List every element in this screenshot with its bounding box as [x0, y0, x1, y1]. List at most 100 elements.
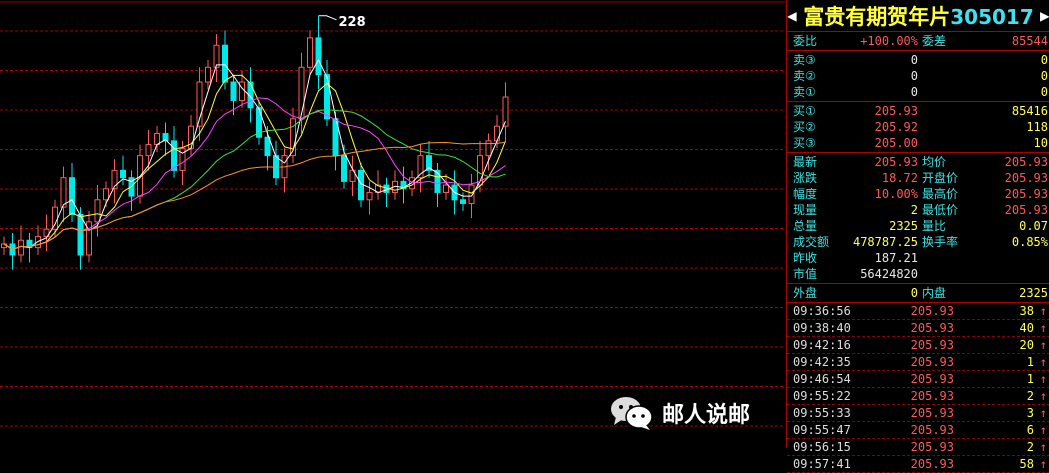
- moving-average-line: [3, 58, 506, 251]
- label: 开盘价: [922, 171, 959, 185]
- candle-body: [103, 188, 109, 201]
- tick-volume: 58: [1019, 457, 1034, 471]
- stat-row: 幅度 10.00% 最高价 205.93: [787, 186, 1049, 202]
- label: 成交额: [793, 235, 830, 249]
- value: 2: [910, 203, 918, 217]
- label: 涨跌: [793, 171, 818, 185]
- candle-body: [502, 96, 509, 127]
- candle-body: [111, 169, 118, 190]
- tick-row: 09:46:54 205.93 1 ↑: [787, 371, 1049, 388]
- peak-pointer: [318, 15, 337, 21]
- candle-body: [443, 184, 449, 193]
- up-arrow-icon: ↑: [1039, 457, 1047, 471]
- price: 205.00: [874, 136, 918, 150]
- tick-row: 09:55:47 205.93 6 ↑: [787, 422, 1049, 439]
- tick-time: 09:36:56: [793, 304, 851, 318]
- candle-body: [315, 37, 322, 76]
- candlestick-chart[interactable]: 228: [0, 0, 785, 448]
- candle-body: [69, 177, 75, 216]
- stat-row: 现量 2 最低价 205.93: [787, 202, 1049, 218]
- volume: 0: [1040, 85, 1048, 99]
- candle-body: [307, 37, 313, 68]
- volume: 0: [1040, 69, 1048, 83]
- moving-average-line: [3, 141, 506, 251]
- stat-row: 成交额 478787.25 换手率 0.85%: [787, 234, 1049, 250]
- tick-volume: 1: [1026, 372, 1034, 386]
- candle-body: [77, 214, 84, 256]
- value: +100.00%: [860, 34, 918, 48]
- volume: 0: [1040, 53, 1048, 67]
- up-arrow-icon: ↑: [1039, 304, 1047, 318]
- buy-row: 买② 205.92 118: [787, 119, 1049, 135]
- watermark: 邮人说邮: [610, 395, 750, 431]
- candle-body: [460, 199, 466, 204]
- moving-average-line: [3, 74, 506, 251]
- up-arrow-icon: ↑: [1039, 355, 1047, 369]
- candle-body: [426, 155, 432, 171]
- candle-body: [86, 221, 92, 256]
- stock-code: 305017: [950, 4, 1034, 29]
- tick-time: 09:42:16: [793, 338, 851, 352]
- value: 10.00%: [874, 187, 918, 201]
- value: 0.85%: [1011, 235, 1048, 249]
- price: 0: [910, 85, 918, 99]
- tick-volume: 20: [1019, 338, 1034, 352]
- candle-body: [171, 140, 177, 171]
- label: 换手率: [922, 235, 959, 249]
- up-arrow-icon: ↑: [1039, 321, 1047, 335]
- tick-time: 09:56:15: [793, 440, 851, 454]
- candle-body: [417, 155, 424, 179]
- tick-time: 09:57:41: [793, 457, 851, 471]
- sell-row: 卖① 0 0: [787, 84, 1049, 100]
- value: 0.07: [1019, 219, 1048, 233]
- volume: 10: [1033, 136, 1048, 150]
- candle-body: [477, 155, 483, 186]
- tick-price: 205.93: [910, 423, 954, 437]
- value: 2325: [889, 219, 918, 233]
- sell-row: 卖② 0 0: [787, 68, 1049, 84]
- tick-price: 205.93: [910, 406, 954, 420]
- candle-body: [145, 144, 152, 157]
- buy-row: 买① 205.93 85416: [787, 103, 1049, 119]
- candle-body: [341, 155, 347, 182]
- tick-price: 205.93: [910, 389, 954, 403]
- candle-body: [298, 66, 305, 120]
- label: 外盘: [793, 286, 818, 300]
- candle-body: [468, 184, 475, 204]
- quote-panel: ◀ 富贵有期贺年片305017 ▶ 委比 +100.00% 委差 85544 卖…: [786, 0, 1049, 473]
- tick-volume: 38: [1019, 304, 1034, 318]
- label: 委差: [922, 34, 947, 48]
- stock-name: 富贵有期贺年片: [803, 4, 951, 29]
- label: 现量: [793, 203, 818, 217]
- candle-body: [366, 191, 373, 201]
- prev-stock-arrow-icon[interactable]: ◀: [787, 6, 797, 25]
- tick-row: 09:55:22 205.93 2 ↑: [787, 388, 1049, 405]
- tick-row: 09:42:16 205.93 20 ↑: [787, 337, 1049, 354]
- price: 205.92: [874, 120, 918, 134]
- volume: 85416: [1011, 104, 1048, 118]
- label: 最高价: [922, 187, 959, 201]
- buy-row: 买③ 205.00 10: [787, 135, 1049, 151]
- tick-row: 09:42:35 205.93 1 ↑: [787, 354, 1049, 371]
- stat-row: 昨收 187.21: [787, 250, 1049, 266]
- tick-volume: 2: [1026, 440, 1034, 454]
- value: 2325: [1019, 286, 1048, 300]
- candle-body: [332, 118, 339, 157]
- label: 买①: [793, 104, 816, 118]
- tick-time: 09:55:22: [793, 389, 851, 403]
- stat-row: 最新 205.93 均价 205.93: [787, 154, 1049, 170]
- label: 卖③: [793, 53, 816, 67]
- value: 85544: [1011, 34, 1048, 48]
- value: 0: [910, 286, 918, 300]
- candle-body: [196, 81, 203, 127]
- price: 0: [910, 53, 918, 67]
- tick-price: 205.93: [910, 338, 954, 352]
- next-stock-arrow-icon[interactable]: ▶: [1040, 6, 1049, 25]
- tick-volume: 3: [1026, 406, 1034, 420]
- candle-body: [60, 177, 67, 208]
- tick-price: 205.93: [910, 355, 954, 369]
- tick-row: 09:38:40 205.93 40 ↑: [787, 320, 1049, 337]
- candle-body: [18, 239, 24, 256]
- candle-body: [349, 169, 356, 182]
- stat-row: 涨跌 18.72 开盘价 205.93: [787, 170, 1049, 186]
